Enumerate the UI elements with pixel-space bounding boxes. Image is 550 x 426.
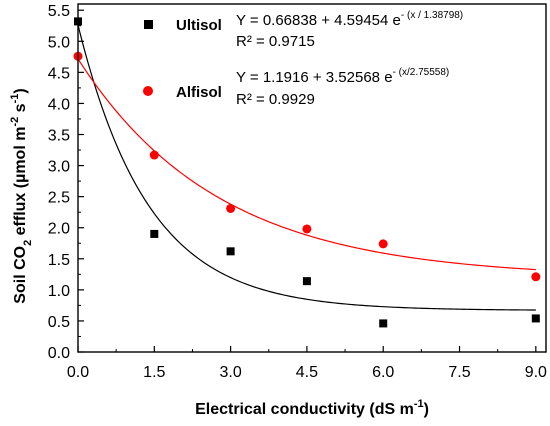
point-alfisol — [302, 224, 312, 234]
y-axis-title-part3: s — [12, 103, 29, 116]
x-axis-title-sup: -1 — [414, 398, 424, 410]
point-alfisol — [149, 150, 159, 160]
r2-ultisol: R² = 0.9715 — [236, 33, 315, 50]
y-axis-title: Soil CO2 efflux (µmol m-2 s-1) — [9, 88, 34, 303]
y-axis-title-part1: Soil CO — [12, 246, 29, 304]
x-tick-label: 1.5 — [143, 364, 165, 381]
equation-alfisol: Y = 1.1916 + 3.52568 e- (x/2.75558) — [236, 67, 449, 86]
point-ultisol — [302, 277, 311, 286]
x-axis-title: Electrical conductivity (dS m-1) — [195, 398, 429, 418]
point-alfisol — [378, 239, 388, 249]
point-alfisol — [531, 272, 541, 282]
x-axis-title-main: Electrical conductivity (dS m — [195, 401, 414, 418]
point-alfisol — [226, 203, 236, 213]
fit-curves — [77, 24, 536, 311]
legend-marker-ultisol — [144, 20, 153, 29]
legend: Ultisol Y = 0.66838 + 4.59454 e- (x / 1.… — [143, 10, 463, 108]
y-tick-label: 3.0 — [48, 159, 70, 176]
y-tick-label: 2.0 — [48, 221, 70, 238]
legend-label-ultisol: Ultisol — [176, 17, 222, 34]
fit-curve-ultisol — [77, 24, 536, 311]
equation-ultisol: Y = 0.66838 + 4.59454 e- (x / 1.38798) — [236, 10, 463, 29]
r2-alfisol: R² = 0.9929 — [236, 91, 315, 108]
y-axis-title-sup2: -1 — [9, 94, 21, 104]
axis-ticks: 0.0 1.5 3.0 4.5 6.0 7.5 9.0 0.0 0.5 1.0 1.5 2.0 2.5 3… — [48, 3, 547, 381]
y-tick-label: 1.0 — [48, 283, 70, 300]
equation-ultisol-main: Y = 0.66838 + 4.59454 e — [236, 12, 401, 29]
x-tick-label: 3.0 — [219, 364, 241, 381]
point-ultisol — [226, 247, 235, 256]
x-tick-label: 4.5 — [296, 364, 318, 381]
y-axis-title-part2: efflux (µmol m — [12, 127, 29, 240]
y-axis-title-sup1: -2 — [9, 117, 21, 127]
y-tick-label: 4.0 — [48, 96, 70, 113]
equation-alfisol-sup: - (x/2.75558) — [393, 67, 450, 78]
y-tick-label: 2.5 — [48, 190, 70, 207]
y-tick-label: 1.5 — [48, 252, 70, 269]
y-axis-title-sub: 2 — [22, 240, 34, 246]
point-ultisol — [379, 319, 388, 328]
y-tick-label: 3.5 — [48, 128, 70, 145]
y-tick-label: 5.0 — [48, 34, 70, 51]
x-tick-label: 6.0 — [372, 364, 394, 381]
point-ultisol — [150, 229, 159, 238]
legend-marker-alfisol — [143, 86, 153, 96]
x-tick-label: 0.0 — [67, 364, 89, 381]
y-tick-label: 4.5 — [48, 65, 70, 82]
data-points — [73, 17, 541, 328]
y-tick-label: 5.5 — [48, 3, 70, 20]
x-axis-title-end: ) — [424, 401, 429, 418]
y-axis-title-part4: ) — [12, 88, 29, 93]
point-ultisol — [531, 314, 540, 323]
x-tick-label: 9.0 — [525, 364, 547, 381]
y-tick-label: 0.5 — [48, 314, 70, 331]
equation-alfisol-main: Y = 1.1916 + 3.52568 e — [236, 69, 393, 86]
equation-ultisol-sup: - (x / 1.38798) — [401, 10, 463, 21]
x-tick-label: 7.5 — [448, 364, 470, 381]
legend-label-alfisol: Alfisol — [176, 84, 222, 101]
y-tick-label: 0.0 — [48, 345, 70, 362]
plot-frame — [77, 3, 547, 353]
